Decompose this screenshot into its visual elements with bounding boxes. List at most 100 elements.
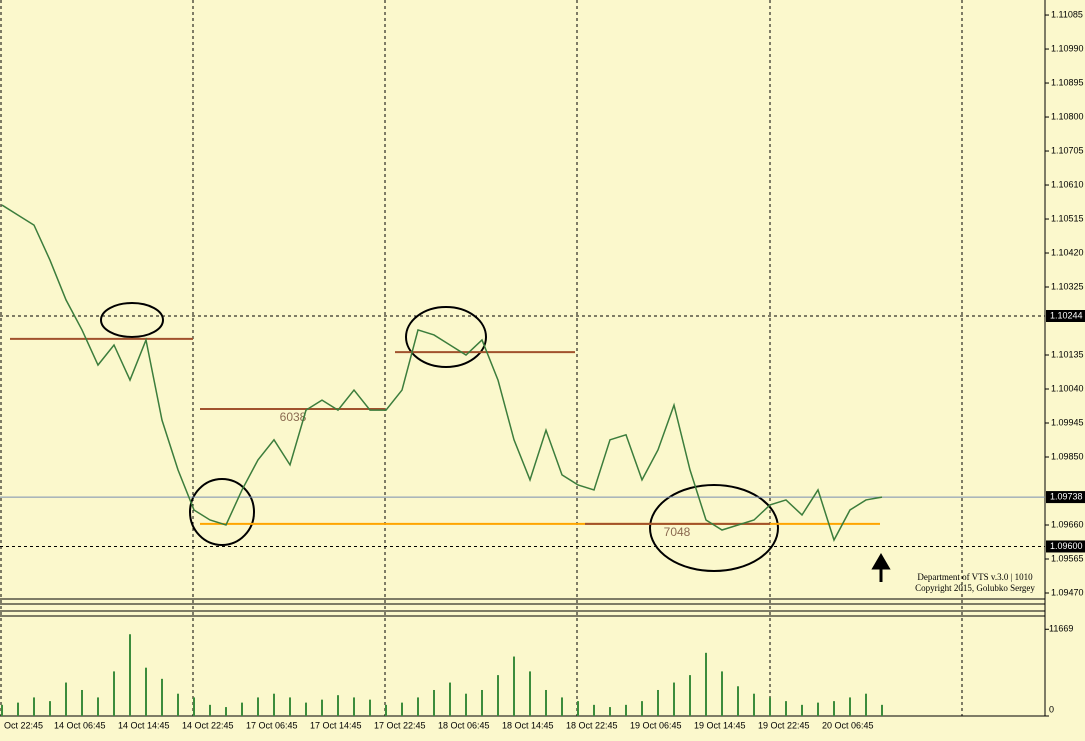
marker-label: 1.10244 xyxy=(1050,310,1083,320)
annotation: 7048 xyxy=(664,525,691,539)
y-tick-label: 1.10325 xyxy=(1051,281,1084,291)
y-tick-label: 1.10135 xyxy=(1051,349,1084,359)
y-tick-label: 1.10705 xyxy=(1051,145,1084,155)
marker-label: 1.09600 xyxy=(1050,541,1083,551)
x-tick-label: 18 Oct 22:45 xyxy=(566,720,618,730)
circle xyxy=(189,478,255,546)
x-tick-label: 17 Oct 14:45 xyxy=(310,720,362,730)
volume-bar xyxy=(81,689,83,716)
volume-bar xyxy=(401,702,403,716)
y-tick-label: 1.10800 xyxy=(1051,111,1084,121)
volume-bar xyxy=(753,693,755,716)
volume-bar xyxy=(449,682,451,716)
volume-bar xyxy=(545,689,547,716)
volume-bar xyxy=(385,704,387,716)
volume-bar xyxy=(865,693,867,716)
volume-bar xyxy=(625,704,627,716)
volume-bar xyxy=(785,701,787,716)
x-tick-label: 17 Oct 06:45 xyxy=(246,720,298,730)
volume-bar xyxy=(97,697,99,716)
x-tick-label: 14 Oct 14:45 xyxy=(118,720,170,730)
y-tick-label: 1.10990 xyxy=(1051,43,1084,53)
x-tick-label: 19 Oct 06:45 xyxy=(630,720,682,730)
volume-bar xyxy=(689,675,691,716)
volume-bar xyxy=(65,682,67,716)
x-tick-label: 14 Oct 22:45 xyxy=(182,720,234,730)
copyright: Copyright 2015, Golubko Sergey xyxy=(915,583,1035,593)
x-tick-label: 18 Oct 14:45 xyxy=(502,720,554,730)
x-tick-label: 17 Oct 22:45 xyxy=(374,720,426,730)
circle xyxy=(100,302,164,338)
volume-bar xyxy=(801,704,803,716)
volume-bar xyxy=(417,697,419,716)
y-tick-label: 1.09945 xyxy=(1051,417,1084,427)
volume-bar xyxy=(305,702,307,716)
y-tick-label: 1.09660 xyxy=(1051,519,1084,529)
volume-bar xyxy=(737,686,739,716)
x-tick-label: 18 Oct 06:45 xyxy=(438,720,490,730)
volume-bar xyxy=(225,707,227,716)
volume-bar xyxy=(273,693,275,716)
volume-bar xyxy=(241,702,243,716)
volume-bar xyxy=(881,704,883,716)
y-tick-label: 1.10895 xyxy=(1051,77,1084,87)
volume-bar xyxy=(129,634,131,716)
volume-bar xyxy=(113,671,115,716)
volume-bar xyxy=(161,678,163,716)
marker-box xyxy=(1046,309,1085,322)
circle xyxy=(405,306,487,368)
x-tick-label: 20 Oct 06:45 xyxy=(822,720,874,730)
volume-bar xyxy=(481,689,483,716)
price-line xyxy=(1,204,883,542)
volume-bar xyxy=(673,682,675,716)
y-tick-label: 1.09850 xyxy=(1051,451,1084,461)
y-tick-label: 1.10420 xyxy=(1051,247,1084,257)
volume-bar xyxy=(17,702,19,716)
y-tick-label: 1.10040 xyxy=(1051,383,1084,393)
volume-bar xyxy=(609,707,611,716)
volume-bar xyxy=(513,656,515,716)
volume-bar xyxy=(577,701,579,716)
volume-bar xyxy=(1,704,3,716)
copyright: Department of VTS v.3.0 | 1010 xyxy=(917,572,1033,582)
y-tick-label: 1.09470 xyxy=(1051,587,1084,597)
circle xyxy=(649,484,779,572)
volume-bar xyxy=(561,697,563,716)
x-tick-label: Oct 22:45 xyxy=(4,720,43,730)
x-tick-label: 19 Oct 14:45 xyxy=(694,720,746,730)
y-tick-label: 1.11085 xyxy=(1051,9,1083,19)
volume-bar xyxy=(49,701,51,716)
volume-bar xyxy=(433,689,435,716)
volume-bar xyxy=(849,697,851,716)
volume-bar xyxy=(209,704,211,716)
marker-box xyxy=(1046,540,1085,553)
x-tick-label: 14 Oct 06:45 xyxy=(54,720,106,730)
volume-bar xyxy=(337,695,339,716)
volume-bar xyxy=(705,652,707,716)
marker-label: 1.09738 xyxy=(1050,491,1083,501)
highlight-circles xyxy=(100,302,779,572)
volume-bar xyxy=(177,693,179,716)
volume-bar xyxy=(145,667,147,716)
volume-bar xyxy=(369,699,371,716)
volume-bar xyxy=(353,697,355,716)
volume-bar xyxy=(497,675,499,716)
volume-bar xyxy=(641,701,643,716)
annotation: 6038 xyxy=(280,410,307,424)
volume-bar xyxy=(833,701,835,716)
y-tick-label: 0 xyxy=(1049,704,1054,714)
y-tick-label: 11669 xyxy=(1049,624,1073,634)
y-tick-label: 1.10610 xyxy=(1051,179,1084,189)
volume-bar xyxy=(817,702,819,716)
marker-box xyxy=(1046,491,1085,504)
volume-bar xyxy=(465,693,467,716)
volume-bar xyxy=(193,697,195,716)
volume-bar xyxy=(289,697,291,716)
arrow xyxy=(871,553,891,582)
volume-bar xyxy=(657,689,659,716)
y-tick-label: 1.09565 xyxy=(1051,553,1084,563)
y-tick-label: 1.10515 xyxy=(1051,213,1084,223)
volume-bar xyxy=(321,699,323,716)
